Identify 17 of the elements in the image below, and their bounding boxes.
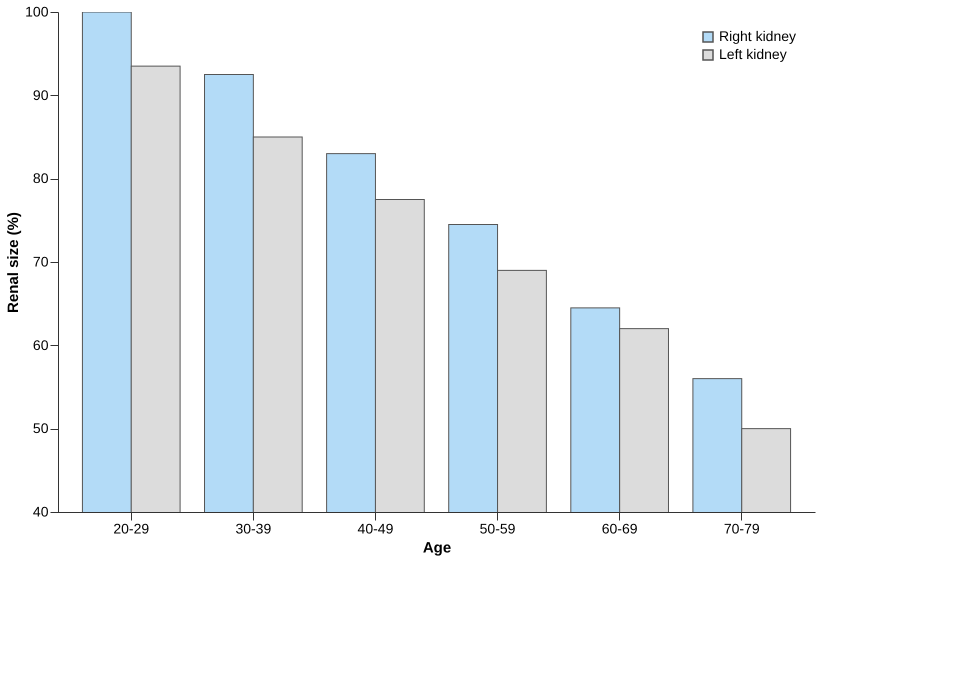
y-tick-label: 100 — [25, 4, 49, 20]
y-tick-label: 40 — [32, 504, 49, 520]
legend-label: Right kidney — [719, 28, 796, 44]
y-tick-label: 90 — [32, 86, 49, 103]
y-tick-label: 60 — [32, 336, 49, 353]
y-tick-label: 80 — [32, 170, 49, 186]
y-axis-title: Renal size (%) — [5, 212, 22, 313]
x-tick-label: 50-59 — [480, 520, 516, 536]
x-tick-label: 60-69 — [602, 520, 638, 536]
y-tick-label: 70 — [32, 254, 49, 270]
x-tick-label: 20-29 — [113, 520, 150, 536]
y-tick-label: 50 — [32, 420, 49, 436]
legend-label: Left kidney — [719, 46, 787, 62]
x-axis-title: Age — [422, 540, 452, 556]
x-tick-label: 40-49 — [358, 520, 394, 536]
x-tick-label: 30-39 — [235, 520, 272, 536]
x-tick-label: 70-79 — [724, 520, 760, 536]
